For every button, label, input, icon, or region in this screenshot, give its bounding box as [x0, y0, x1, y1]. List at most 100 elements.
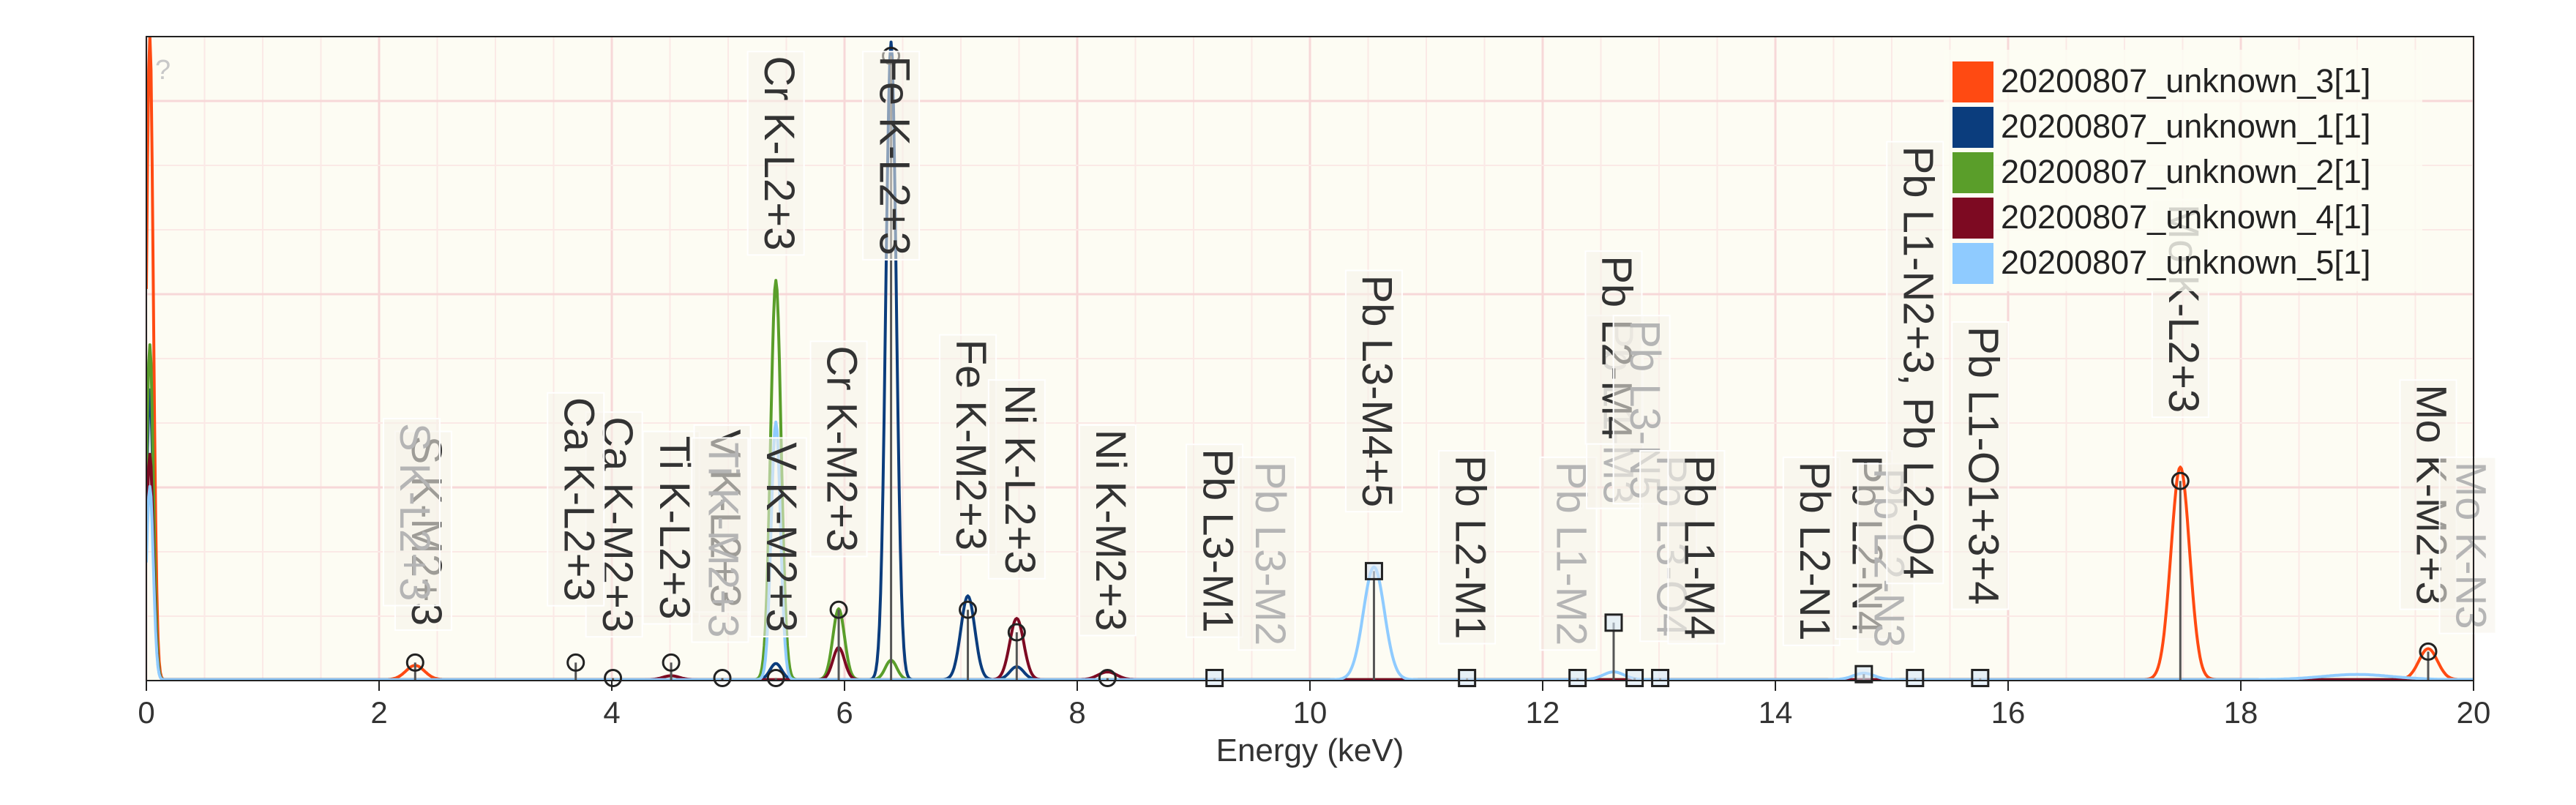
peak-label-box [547, 392, 605, 607]
peak-label-box [1667, 450, 1726, 645]
x-tick-label: 8 [1068, 695, 1085, 730]
peak-marker-circle[interactable] [604, 668, 623, 687]
peak-label-box [691, 437, 749, 643]
peak-label-box [1951, 321, 2010, 610]
legend-swatch [1952, 107, 1993, 148]
peak-label-box [939, 334, 997, 556]
peak-label: S K-L2+3 [391, 423, 438, 601]
peak-label-box [1886, 141, 1944, 585]
x-tick-label: 10 [1293, 695, 1328, 730]
peak-marker-circle[interactable] [766, 668, 785, 687]
peak-marker-circle[interactable] [1007, 623, 1026, 642]
peak-marker-circle[interactable] [829, 600, 848, 619]
peak-annotation[interactable]: Pb L3-M4+5 [1344, 269, 1403, 513]
peak-label: Pb L1-N2+3, Pb L2-O4 [1894, 146, 1942, 580]
peak-marker-circle[interactable] [566, 653, 585, 672]
peak-annotation[interactable]: Ni K-L2+3 [987, 379, 1046, 580]
x-tick-label: 4 [603, 695, 620, 730]
peak-label: Pb L2-M1 [1446, 455, 1494, 639]
peak-marker-circle[interactable] [959, 600, 978, 619]
peak-label: Fe K-L2+3 [870, 56, 918, 255]
peak-label-box [1438, 450, 1497, 645]
peak-annotation[interactable]: V K-M2+3 [749, 437, 807, 637]
peak-annotation[interactable]: Ca K-L2+3 [547, 392, 605, 607]
peak-marker-square[interactable] [1604, 613, 1623, 632]
x-tick-label: 20 [2457, 695, 2491, 730]
peak-label-box [1238, 456, 1296, 651]
peak-label: Pb L3-M1 [1194, 449, 1241, 632]
peak-label: Pb L3-M2 [1246, 462, 1294, 645]
peak-marker-circle[interactable] [405, 653, 424, 672]
peak-label: Cr K-M2+3 [818, 345, 866, 552]
legend-item[interactable]: 20200807_unknown_5[1] [1952, 243, 2370, 284]
legend-swatch [1952, 198, 1993, 239]
legend-item[interactable]: 20200807_unknown_3[1] [1952, 61, 2370, 102]
peak-annotation[interactable]: Cr K-L2+3 [746, 50, 805, 256]
legend-item[interactable]: 20200807_unknown_4[1] [1952, 198, 2370, 239]
peak-label-box [987, 379, 1046, 580]
series-line-5 [146, 420, 2474, 681]
peak-label: Cr K-L2+3 [755, 56, 803, 250]
x-tick-label: 6 [836, 695, 853, 730]
peak-marker-square[interactable] [1458, 668, 1477, 687]
peak-label: Fe K-M2+3 [947, 340, 995, 550]
peak-annotation[interactable]: Pb L1-M4 [1667, 450, 1726, 645]
peak-marker-square[interactable] [1205, 668, 1224, 687]
x-tick-label: 18 [2224, 695, 2258, 730]
peak-marker-circle[interactable] [662, 653, 681, 672]
peak-label: Ti K-L2+3 [651, 436, 698, 620]
peak-label: Pb L2-N1 [1791, 462, 1838, 641]
peak-annotation[interactable]: Pb L2-M1 [1438, 450, 1497, 645]
peak-marker-circle[interactable] [1098, 668, 1117, 687]
peak-label-box [749, 437, 807, 637]
x-tick-label: 2 [370, 695, 387, 730]
peak-label-box [2438, 456, 2497, 634]
peak-marker-circle[interactable] [2419, 642, 2438, 661]
peak-annotation[interactable]: Pb L1-M2 [1539, 456, 1598, 651]
peak-annotation[interactable]: Pb L2-N1 [1782, 456, 1841, 646]
peak-label-box [809, 340, 868, 558]
peak-label-box [1078, 424, 1137, 637]
series-layer [146, 37, 2474, 681]
peak-label: Pb L3-M4+5 [1353, 275, 1401, 508]
peak-marker-circle[interactable] [2171, 471, 2190, 490]
peak-annotation[interactable]: Ti K-M2+3 [691, 437, 749, 643]
x-axis: 0 2 4 6 8 10 12 14 16 18 20 [138, 681, 2490, 730]
x-tick-label: 0 [138, 695, 154, 730]
peak-label-box [862, 50, 921, 261]
peak-marker-square[interactable] [1651, 668, 1670, 687]
peak-annotation[interactable]: Pb L1-N2+3, Pb L2-O4 [1886, 141, 1944, 585]
peak-marker-square[interactable] [1568, 668, 1587, 687]
peak-marker-square[interactable] [1625, 668, 1644, 687]
peak-annotation[interactable]: Pb L3-M1 [1186, 443, 1244, 638]
peak-annotation[interactable]: Mo K-N3 [2438, 456, 2497, 634]
legend[interactable]: 20200807_unknown_3[1] 20200807_unknown_1[… [1944, 50, 2422, 291]
peak-marker-square[interactable] [1854, 664, 1873, 684]
legend-label: 20200807_unknown_4[1] [2001, 198, 2370, 236]
peak-annotation[interactable]: Pb L1-O1+3+4 [1951, 321, 2010, 610]
x-tick-label: 16 [1991, 695, 2026, 730]
x-axis-label: Energy (keV) [1216, 733, 1404, 768]
peak-label-box [1344, 269, 1403, 513]
help-icon[interactable]: ? [155, 55, 171, 86]
peak-label-box [746, 50, 805, 256]
legend-item[interactable]: 20200807_unknown_2[1] [1952, 152, 2370, 193]
peak-marker-square[interactable] [1971, 668, 1990, 687]
peak-label: V K-M2+3 [757, 442, 805, 632]
peak-annotation[interactable]: Ni K-M2+3 [1078, 424, 1137, 637]
peak-annotation[interactable]: S K-L2+3 [383, 418, 441, 607]
peak-annotation[interactable]: Fe K-L2+3 [862, 50, 921, 261]
peak-marker-square[interactable] [1364, 561, 1383, 580]
peak-label-box [383, 418, 441, 607]
legend-swatch [1952, 152, 1993, 193]
peak-annotation[interactable]: Fe K-M2+3 [939, 334, 997, 556]
legend-label: 20200807_unknown_5[1] [2001, 244, 2370, 281]
peak-annotation[interactable]: Pb L3-M2 [1238, 456, 1296, 651]
peak-label: Ni K-L2+3 [996, 384, 1044, 574]
peak-annotation[interactable]: Cr K-M2+3 [809, 340, 868, 558]
legend-item[interactable]: 20200807_unknown_1[1] [1952, 107, 2370, 148]
peak-annotation[interactable]: Ti K-L2+3 [642, 430, 700, 625]
legend-swatch [1952, 61, 1993, 102]
peak-marker-square[interactable] [1906, 668, 1925, 687]
peak-marker-circle[interactable] [713, 668, 732, 687]
